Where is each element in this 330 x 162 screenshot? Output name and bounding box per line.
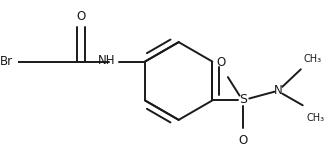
Text: O: O: [239, 134, 248, 147]
Text: S: S: [240, 93, 248, 106]
Text: N: N: [274, 84, 283, 97]
Text: O: O: [76, 10, 85, 23]
Text: NH: NH: [98, 54, 116, 67]
Text: O: O: [216, 56, 226, 69]
Text: CH₃: CH₃: [307, 113, 325, 123]
Text: CH₃: CH₃: [304, 53, 322, 64]
Text: Br: Br: [0, 55, 13, 68]
